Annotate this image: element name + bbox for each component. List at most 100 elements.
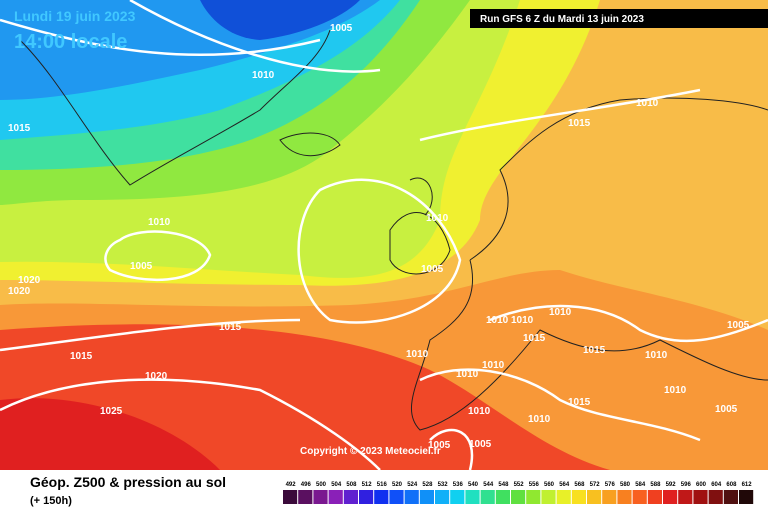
scale-label: 596 (681, 482, 692, 488)
scale-swatch (526, 490, 541, 504)
scale-swatch (693, 490, 708, 504)
isobar-label: 1010 (482, 360, 505, 371)
isobar-label: 1015 (8, 123, 31, 134)
scale-label: 544 (483, 482, 494, 488)
isobar-label: 1010 (528, 414, 551, 425)
scale-swatch (328, 490, 343, 504)
scale-label: 592 (666, 482, 677, 488)
run-info: Run GFS 6 Z du Mardi 13 juin 2023 (480, 14, 644, 25)
scale-swatch (374, 490, 389, 504)
scale-label: 568 (574, 482, 585, 488)
scale-label: 492 (286, 482, 297, 488)
scale-label: 552 (514, 482, 525, 488)
isobar (419, 88, 768, 343)
scale-swatch (708, 490, 723, 504)
scale-label: 600 (696, 482, 707, 488)
coastline (19, 29, 331, 186)
isobar-label: 1005 (421, 264, 444, 275)
scale-label: 580 (620, 482, 631, 488)
scale-label: 496 (301, 482, 312, 488)
coastline (411, 97, 768, 431)
run-banner (470, 9, 768, 28)
scale-label: 500 (316, 482, 327, 488)
scale-swatch (450, 490, 465, 504)
scale-label: 512 (362, 482, 373, 488)
scale-swatch (298, 490, 313, 504)
scale-swatch (571, 490, 586, 504)
scale-swatch (678, 490, 693, 504)
copyright: Copyright © 2023 Meteociel.fr (300, 446, 441, 457)
scale-swatch (602, 490, 617, 504)
isobar-label: 1005 (428, 440, 451, 451)
scale-label: 584 (635, 482, 646, 488)
scale-label: 508 (346, 482, 357, 488)
isobar-label: 1020 (8, 286, 31, 297)
isobar (0, 318, 381, 471)
scale-label: 504 (331, 482, 342, 488)
scale-label: 560 (544, 482, 555, 488)
map: 1005 1010 1015 1010 1005 1010 1005 1020 1020 1015… (0, 0, 768, 471)
field (0, 398, 220, 470)
isobar-label: 1010 (456, 369, 479, 380)
isobar-label: 1015 (568, 397, 591, 408)
isobar-label: 1005 (727, 320, 750, 331)
scale-label: 524 (407, 482, 418, 488)
scale-swatch (419, 490, 434, 504)
color-scale: 492 496 500 504 508 512 516 520 524 528 532 536 540 5… (283, 482, 754, 504)
isobar-label: 1010 (486, 315, 509, 326)
isobar-label: 1010 (636, 98, 659, 109)
scale-swatch (647, 490, 662, 504)
scale-swatch (313, 490, 328, 504)
scale-label: 520 (392, 482, 403, 488)
scale-label: 516 (377, 482, 388, 488)
isobar-label: 1005 (130, 261, 153, 272)
isobar-label: 1020 (145, 371, 168, 382)
scale-label: 576 (605, 482, 616, 488)
isobar-labels: 1005 1010 1015 1010 1005 1010 1005 1020 1020 1015… (8, 23, 750, 451)
isobar-label: 1015 (568, 118, 591, 129)
isobar-label: 1010 (406, 349, 429, 360)
isobar-label: 1010 (549, 307, 572, 318)
isobar-label: 1010 (664, 385, 687, 396)
isobar-label: 1010 (148, 217, 171, 228)
scale-label: 612 (742, 482, 753, 488)
footer-title: Géop. Z500 & pression au sol (30, 474, 226, 490)
scale-label: 556 (529, 482, 540, 488)
valid-date: Lundi 19 juin 2023 (14, 8, 136, 24)
scale-swatch (663, 490, 678, 504)
scale-label: 548 (498, 482, 509, 488)
isobar-label: 1015 (70, 351, 93, 362)
field (200, 0, 360, 40)
isobar-label: 1010 (426, 213, 449, 224)
valid-time: 14:00 locale (14, 31, 127, 53)
scale-label: 528 (422, 482, 433, 488)
scale-swatch (495, 490, 510, 504)
isobar-label: 1005 (330, 23, 353, 34)
scale-label: 588 (650, 482, 661, 488)
scale-swatch (359, 490, 374, 504)
scale-label: 564 (559, 482, 570, 488)
coastline (279, 132, 341, 157)
isobar-label: 1005 (469, 439, 492, 450)
scale-swatch (343, 490, 358, 504)
scale-swatch (435, 490, 450, 504)
isobar-label: 1015 (583, 345, 606, 356)
scale-swatch (617, 490, 632, 504)
scale-label: 604 (711, 482, 722, 488)
scale-label: 540 (468, 482, 479, 488)
footer-lead: (+ 150h) (30, 495, 72, 507)
scale-swatch (556, 490, 571, 504)
isobar-label: 1010 (511, 315, 534, 326)
scale-label: 572 (590, 482, 601, 488)
isobar-label: 1005 (715, 404, 738, 415)
isobar-label: 1010 (468, 406, 491, 417)
isobar (297, 178, 462, 324)
scale-swatch (739, 490, 754, 504)
isobar-label: 1025 (100, 406, 123, 417)
isobar-label: 1010 (645, 350, 668, 361)
isobar-label: 1015 (523, 333, 546, 344)
isobar (0, 0, 381, 73)
scale-swatch (587, 490, 602, 504)
scale-swatch (541, 490, 556, 504)
